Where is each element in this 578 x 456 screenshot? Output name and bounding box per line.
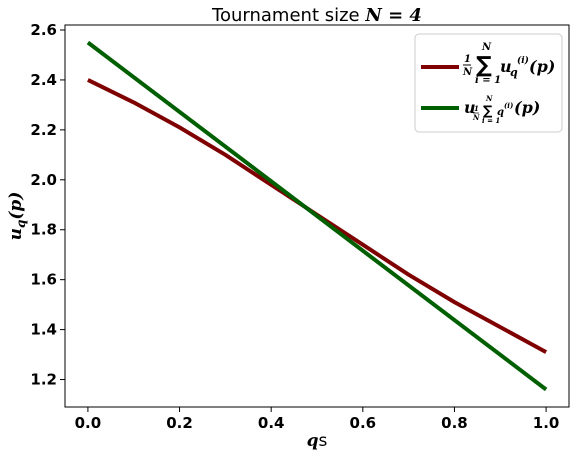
legend-label-series-2: u 1 N N ∑ i = 1 q (i) (p): [464, 94, 540, 125]
svg-text:∑: ∑: [476, 53, 492, 78]
svg-text:(p): (p): [514, 98, 540, 117]
x-axis-label: qs: [307, 431, 328, 451]
chart-title: Tournament size N = 4: [211, 5, 422, 26]
svg-text:(i): (i): [517, 55, 529, 66]
y-ticks: 1.2 1.4 1.6 1.8 2.0 2.2 2.4 2.6: [30, 21, 65, 389]
y-tick-label: 1.2: [30, 371, 57, 389]
svg-text:q: q: [510, 66, 518, 79]
x-axis-label-suffix: s: [319, 431, 328, 451]
series-layer: [86, 40, 548, 392]
svg-text:∑: ∑: [483, 104, 493, 119]
x-tick-label: 0.2: [166, 414, 193, 432]
y-tick-label: 2.2: [30, 121, 57, 139]
svg-text:N: N: [481, 42, 492, 53]
y-tick-label: 2.4: [30, 71, 57, 89]
chart-title-math: N = 4: [364, 5, 422, 26]
y-tick-label: 1.6: [30, 271, 57, 289]
y-axis-label-arg: (p): [6, 192, 26, 220]
svg-text:N: N: [485, 94, 493, 103]
y-tick-label: 2.0: [30, 171, 57, 189]
svg-text:N: N: [472, 113, 480, 122]
y-tick-label: 1.4: [30, 321, 57, 339]
x-tick-label: 0.4: [258, 414, 285, 432]
svg-text:u: u: [464, 98, 476, 117]
series-line-2: [86, 40, 548, 392]
svg-text:(i): (i): [504, 101, 513, 110]
y-tick-label: 1.8: [30, 221, 57, 239]
legend-label-series-1: 1 N N ∑ i = 1 u q (i) (p): [462, 42, 555, 86]
y-axis-label-sub: q: [14, 220, 28, 228]
svg-text:1: 1: [464, 54, 471, 65]
svg-text:N: N: [462, 67, 473, 78]
plot-frame: [64, 24, 570, 408]
y-tick-label: 2.6: [30, 21, 57, 39]
plot-area: 0.0 0.2 0.4 0.6 0.8 1.0 1.2 1.4 1.6 1.8 2.0 2.2 2.4…: [30, 21, 570, 432]
y-axis-label-math: u: [6, 228, 26, 240]
y-axis-label: uq(p): [6, 192, 28, 241]
chart-title-prefix: Tournament size: [211, 5, 365, 26]
svg-text:i = 1: i = 1: [482, 116, 500, 125]
x-axis-label-math: q: [307, 431, 319, 451]
x-tick-label: 0.0: [75, 414, 102, 432]
x-tick-label: 0.6: [350, 414, 377, 432]
legend: 1 N N ∑ i = 1 u q (i) (p) u 1 N N ∑ i = …: [414, 33, 563, 133]
x-ticks: 0.0 0.2 0.4 0.6 0.8 1.0: [75, 407, 560, 432]
svg-text:q: q: [497, 107, 504, 118]
x-tick-label: 1.0: [533, 414, 560, 432]
svg-text:u: u: [500, 57, 512, 76]
x-tick-label: 0.8: [441, 414, 468, 432]
svg-text:1: 1: [474, 104, 479, 113]
svg-text:(p): (p): [529, 57, 555, 76]
svg-text:i = 1: i = 1: [475, 75, 501, 86]
